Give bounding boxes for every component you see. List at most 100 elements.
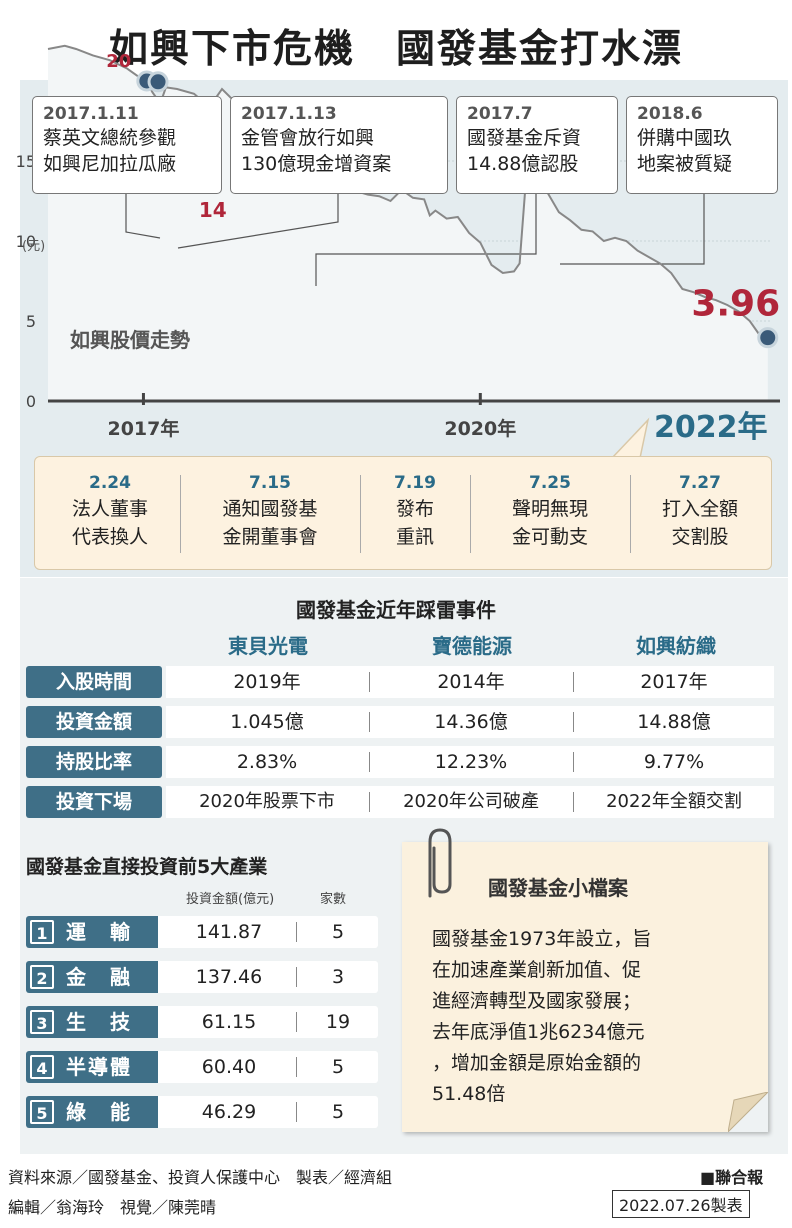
callout-text: 蔡英文總統參觀 如興尼加拉瓜廠 [43, 127, 177, 175]
divider [296, 922, 297, 942]
cell: 2019年 [233, 671, 301, 693]
data-label: 14 [199, 198, 227, 222]
data-point-marker [147, 71, 169, 93]
event-7-19: 7.19 發布 重訊 [365, 471, 465, 551]
event-date: 7.25 [529, 473, 571, 493]
callout-text: 國發基金斥資 14.88億認股 [467, 127, 582, 175]
callout-2018-6: 2018.6 併購中國玖 地案被質疑 [626, 96, 778, 194]
divider [180, 475, 181, 553]
amount: 46.29 [201, 1101, 257, 1123]
callout-text: 併購中國玖 地案被質疑 [637, 127, 733, 175]
row-label: 入股時間 [26, 666, 162, 698]
industry-row: 5 綠 能 46.29 5 [26, 1096, 378, 1128]
divider [630, 475, 631, 553]
event-2-24: 2.24 法人董事 代表換人 [45, 471, 175, 551]
x-end-label: 2022年 [654, 410, 768, 445]
divider [369, 792, 370, 812]
industry-label: 1 運 輸 [26, 916, 158, 948]
event-7-25: 7.25 聲明無現 金可動支 [475, 471, 625, 551]
fact-sheet-card: 國發基金小檔案 國發基金1973年設立，旨 在加速產業創新加值、促 進經濟轉型及… [402, 842, 768, 1132]
divider [296, 967, 297, 987]
amount: 61.15 [201, 1011, 257, 1033]
price-line [47, 44, 768, 339]
callout-date: 2017.1.13 [241, 104, 337, 124]
rank-badge: 2 [30, 965, 54, 989]
cell: 14.36億 [434, 711, 508, 733]
callout-date: 2017.7 [467, 104, 533, 124]
x-tick-label: 2020年 [444, 417, 516, 440]
callout-2017-1-11: 2017.1.11 蔡英文總統參觀 如興尼加拉瓜廠 [32, 96, 222, 194]
industry-label: 2 金 融 [26, 961, 158, 993]
event-text: 通知國發基 金開董事會 [222, 498, 318, 548]
events-box: 2.24 法人董事 代表換人 7.15 通知國發基 金開董事會 7.19 發布 … [34, 456, 772, 570]
y-tick-label: 0 [26, 392, 36, 411]
y-tick-label: 10 [16, 232, 36, 251]
fact-sheet-title: 國發基金小檔案 [488, 876, 628, 900]
data-point-marker [757, 327, 779, 349]
industry-row: 2 金 融 137.46 3 [26, 961, 378, 993]
data-label: 20 [106, 51, 131, 72]
cell: 2022年全額交割 [606, 791, 742, 812]
count: 19 [325, 1011, 351, 1033]
source-credit: 資料來源／國發基金、投資人保護中心 製表／經濟組 [8, 1168, 393, 1187]
cell: 9.77% [643, 751, 705, 773]
callout-2017-1-13: 2017.1.13 金管會放行如興 130億現金增資案 [230, 96, 448, 194]
industry-label: 4 半導體 [26, 1051, 158, 1083]
count: 5 [331, 1056, 345, 1078]
date-stamp: 2022.07.26製表 [612, 1190, 750, 1218]
event-7-27: 7.27 打入全額 交割股 [635, 471, 765, 551]
callout-date: 2018.6 [637, 104, 703, 124]
count: 5 [331, 921, 345, 943]
col-count-header: 家數 [320, 892, 347, 907]
amount: 141.87 [195, 921, 263, 943]
chart-title: 如興股價走勢 [70, 328, 190, 352]
cell: 1.045億 [230, 711, 304, 733]
row-label: 投資下場 [26, 786, 162, 818]
row-label: 持股比率 [26, 746, 162, 778]
company-header: 寶德能源 [432, 634, 512, 658]
leader-line [177, 194, 339, 249]
row-label: 投資金額 [26, 706, 162, 738]
event-date: 2.24 [89, 473, 131, 493]
divider [296, 1102, 297, 1122]
divider [573, 672, 574, 692]
cell: 2.83% [236, 751, 298, 773]
rank-badge: 1 [30, 920, 54, 944]
brand-label: ■聯合報 [700, 1168, 764, 1187]
industry-name: 半導體 [66, 1055, 132, 1079]
callout-date: 2017.1.11 [43, 104, 139, 124]
row-bg [166, 666, 774, 698]
row-bg [166, 786, 774, 818]
landmine-title: 國發基金近年踩雷事件 [296, 598, 496, 622]
divider [369, 712, 370, 732]
cell: 2017年 [640, 671, 708, 693]
event-text: 打入全額 交割股 [661, 498, 738, 548]
x-tick-label: 2017年 [107, 417, 179, 440]
editor-credit: 編輯／翁海玲 視覺／陳莞晴 [8, 1198, 217, 1217]
company-header: 如興紡織 [636, 634, 716, 658]
divider [470, 475, 471, 553]
event-7-15: 7.15 通知國發基 金開董事會 [185, 471, 355, 551]
paperclip-icon [428, 828, 452, 898]
leader-line [560, 194, 705, 265]
y-tick-label: 5 [26, 312, 36, 331]
callout-text: 金管會放行如興 130億現金增資案 [241, 127, 392, 175]
row-bg [166, 706, 774, 738]
industries-title: 國發基金直接投資前5大產業 [26, 856, 268, 878]
divider [296, 1012, 297, 1032]
event-date: 7.15 [249, 473, 291, 493]
company-header: 東貝光電 [228, 634, 308, 658]
event-date: 7.27 [679, 473, 721, 493]
row-bg [166, 746, 774, 778]
col-amount-header: 投資金額(億元) [186, 892, 275, 907]
y-axis-unit: (元) [22, 239, 45, 254]
cell: 12.23% [434, 751, 508, 773]
rank-badge: 4 [30, 1055, 54, 1079]
table-row: 投資下場 2020年股票下市 2020年公司破產 2022年全額交割 [26, 786, 774, 818]
price-area [48, 45, 768, 402]
cell: 14.88億 [637, 711, 711, 733]
event-date: 7.19 [394, 473, 436, 493]
industry-row: 3 生 技 61.15 19 [26, 1006, 378, 1038]
